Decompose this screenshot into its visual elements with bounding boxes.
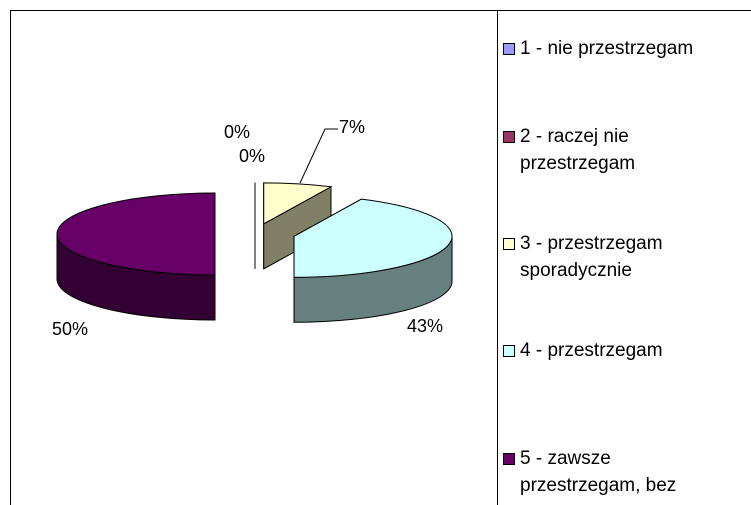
legend-label: 5 - zawsze przestrzegam, bez	[520, 448, 677, 496]
legend-item: 1 - nie przestrzegam	[503, 35, 705, 62]
legend-swatch	[503, 131, 515, 143]
data-label: 7%	[339, 117, 365, 137]
legend-label: 3 - przestrzegam sporadycznie	[520, 233, 663, 281]
legend-label: 1 - nie przestrzegam	[520, 38, 694, 59]
data-label: 0%	[224, 122, 250, 142]
legend-item: 4 - przestrzegam	[503, 337, 705, 364]
data-label: 0%	[239, 146, 265, 166]
pie-tops	[56, 182, 453, 278]
leader-line	[299, 128, 338, 184]
legend-label: 2 - raczej nie przestrzegam	[520, 126, 636, 174]
legend-item: 2 - raczej nie przestrzegam	[503, 123, 705, 177]
legend-swatch	[503, 238, 515, 250]
data-label: 50%	[52, 319, 88, 339]
legend-swatch	[503, 345, 515, 357]
legend-label: 4 - przestrzegam	[520, 340, 663, 361]
legend-swatch	[503, 43, 515, 55]
data-label: 43%	[407, 316, 443, 336]
legend-swatch	[503, 453, 515, 465]
legend-item: 3 - przestrzegam sporadycznie	[503, 230, 705, 284]
pie-slice	[293, 198, 453, 278]
legend-item: 5 - zawsze przestrzegam, bez	[503, 445, 705, 499]
pie-slice	[56, 192, 216, 276]
pie-slice	[263, 182, 333, 225]
